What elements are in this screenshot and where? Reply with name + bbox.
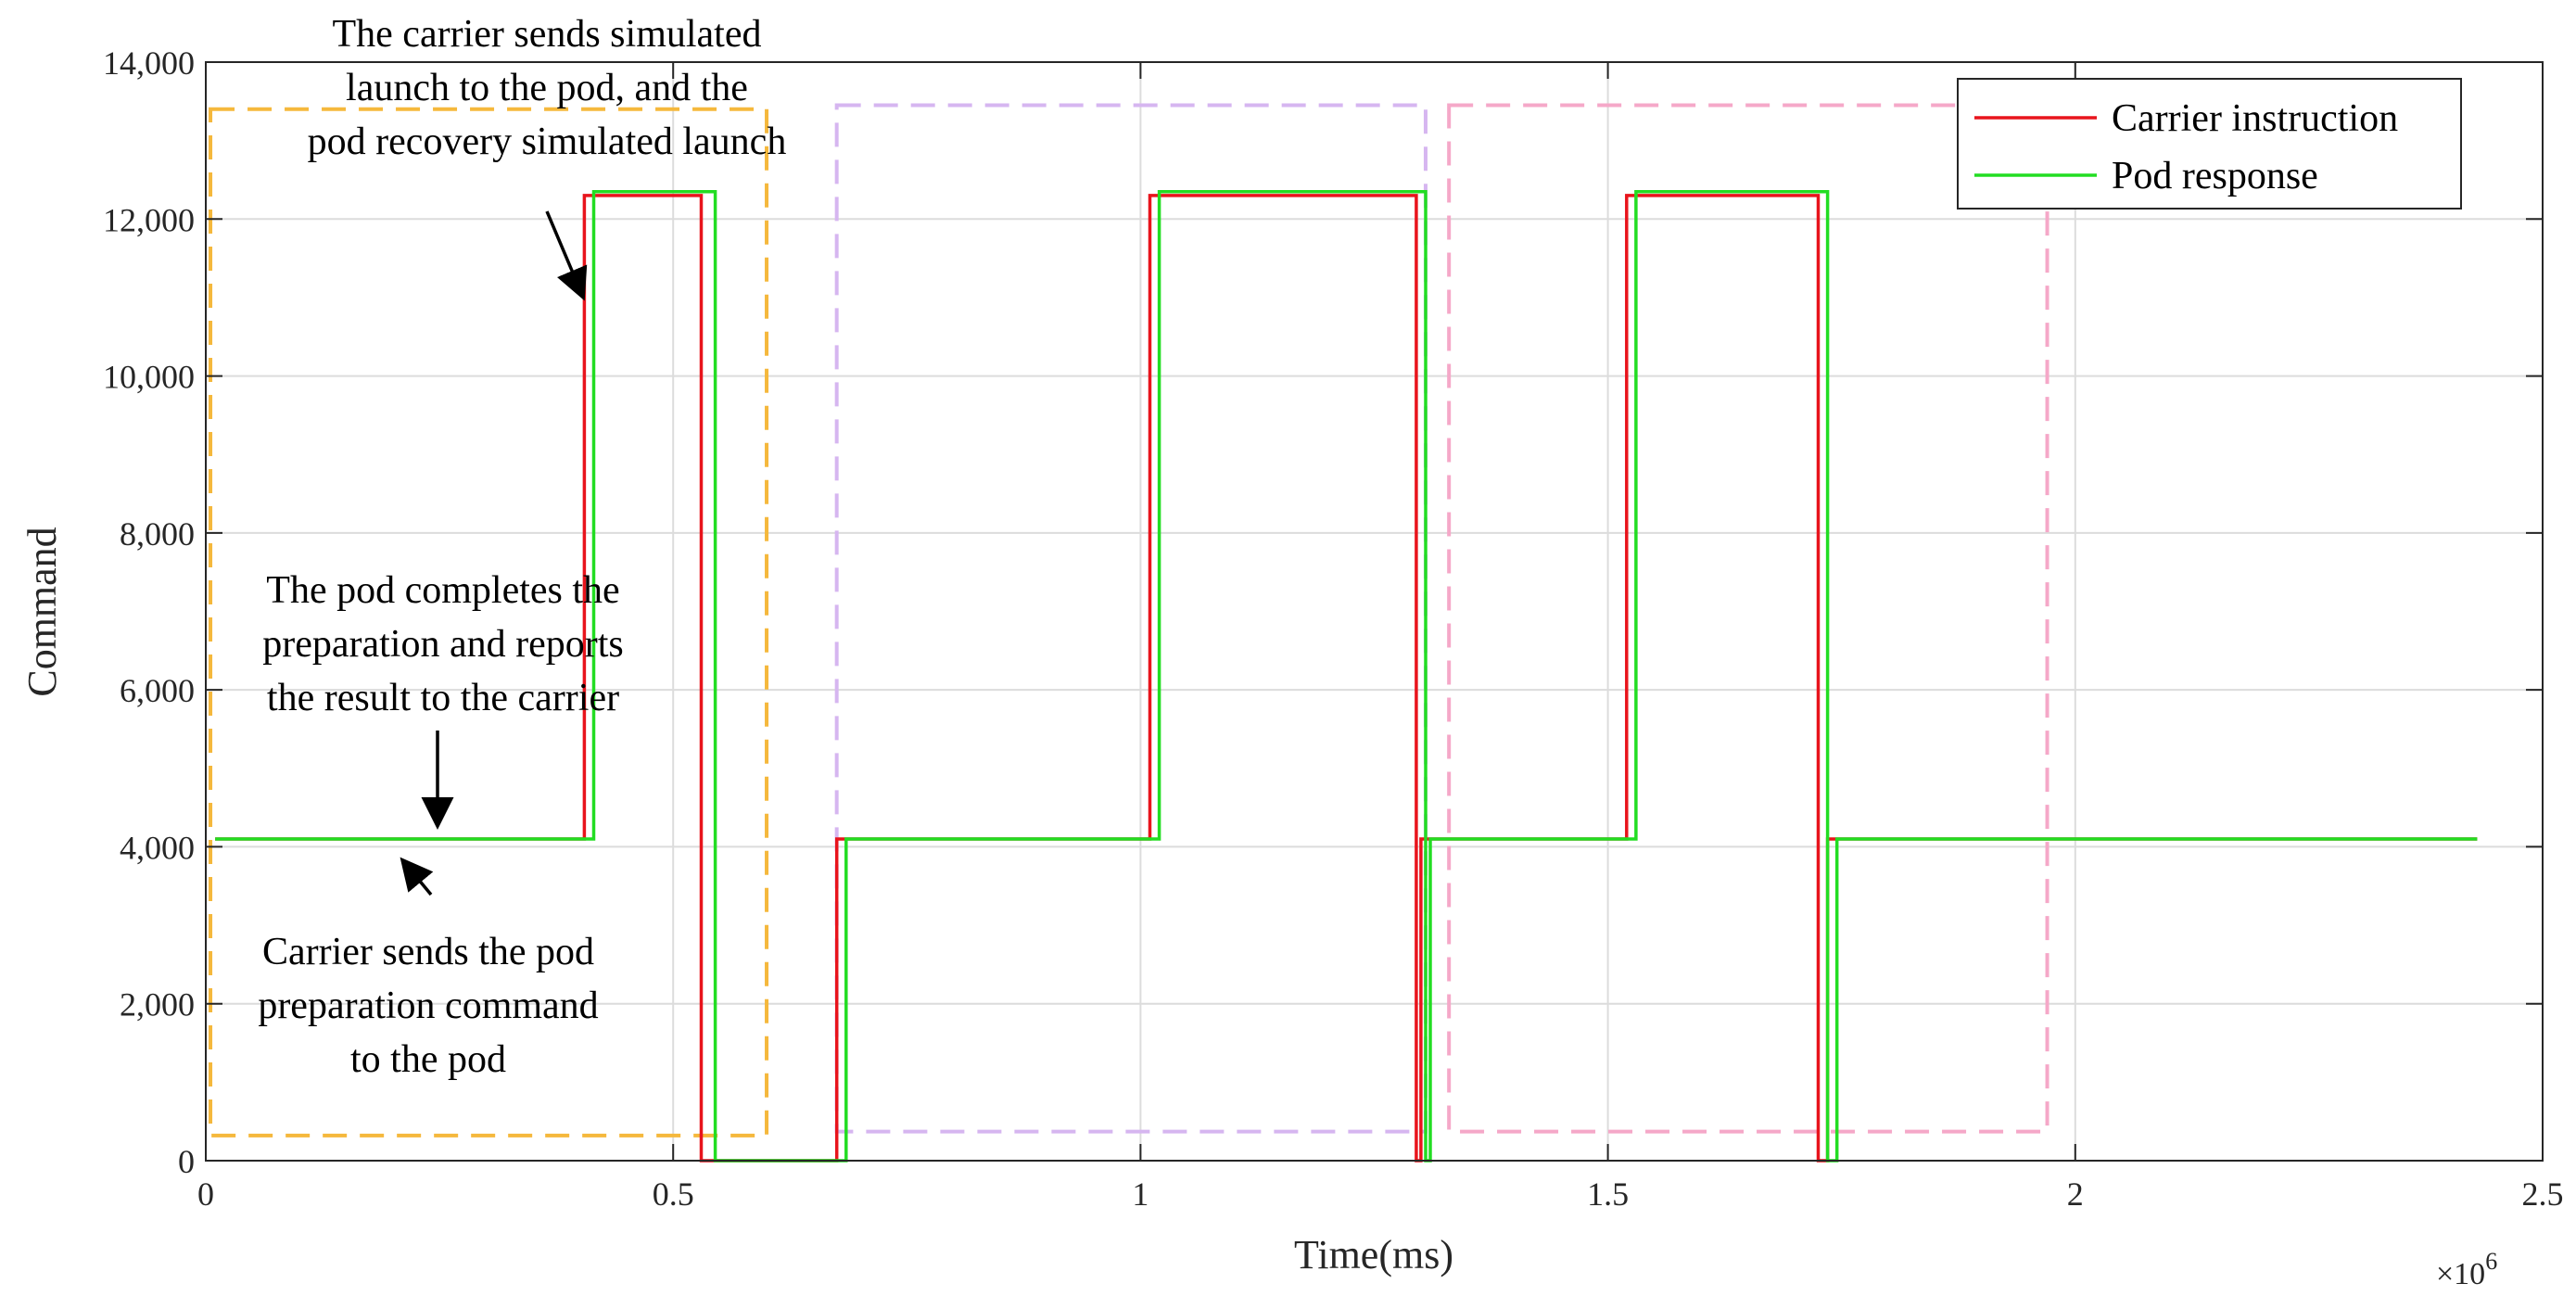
x-axis-title: Time(ms) [1294,1232,1453,1277]
series-lines [215,189,2478,1163]
legend-box [1957,78,2462,210]
annotation-text: preparation command [258,985,598,1027]
x-tick-label: 1 [1132,1176,1148,1213]
axes-frame [205,61,2544,1162]
y-tick-label: 0 [178,1143,195,1180]
y-tick-label: 14,000 [103,44,195,82]
annotation-text: pod recovery simulated launch [308,121,787,163]
y-tick-label: 8,000 [120,515,195,553]
y-axis-title: Command [19,527,65,696]
annotation-text: launch to the pod, and the [346,67,748,109]
legend-label: Carrier instruction [2112,97,2398,140]
annotation-arrow [545,210,588,301]
legend: Carrier instruction Pod response [1957,78,2462,210]
x-tick-label: 2 [2067,1176,2084,1213]
y-tick-label: 2,000 [120,986,195,1023]
y-tick-label: 10,000 [103,359,195,396]
series-line-carrier-instruction [215,194,2478,1163]
annotation-text: preparation and reports [262,623,624,666]
annotation-text: The pod completes the [266,569,619,612]
annotation-arrow [400,857,434,896]
y-axis-ticks: 0 2,000 4,000 6,000 8,000 10,000 12,000 14,000 [103,44,2543,1180]
x-tick-label: 0.5 [653,1176,694,1213]
annotation-text: Carrier sends the pod [262,931,594,973]
annotations: The carrier sends simulated launch to the… [258,13,786,1081]
series-line-pod-response [215,189,2478,1163]
y-tick-label: 12,000 [103,201,195,238]
highlight-box [834,103,1428,1134]
annotation-text: The carrier sends simulated [333,13,762,56]
annotation-text: the result to the carrier [267,677,619,719]
legend-label: Pod response [2112,155,2318,197]
highlight-box [1447,103,2049,1134]
x-axis-exponent: ×106 [2436,1248,2497,1291]
highlight-box [209,107,769,1137]
y-tick-label: 4,000 [120,829,195,866]
x-tick-label: 2.5 [2522,1176,2564,1213]
y-tick-label: 6,000 [120,672,195,709]
highlight-boxes [209,103,2049,1137]
x-tick-label: 0 [197,1176,214,1213]
x-axis-exponent-base: ×10 [2436,1257,2485,1291]
annotation-text: to the pod [350,1038,506,1081]
x-tick-label: 1.5 [1587,1176,1629,1213]
x-axis-ticks: 0 0.5 1 1.5 2 2.5 [197,62,2564,1213]
x-axis-exponent-power: 6 [2485,1248,2497,1275]
